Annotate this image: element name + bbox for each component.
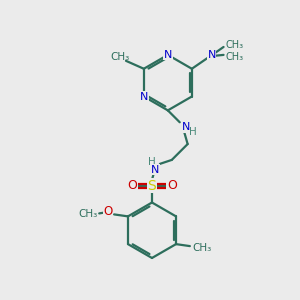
Text: N: N [182,122,190,132]
Text: O: O [103,205,113,218]
Text: N: N [164,50,172,60]
Text: CH₃: CH₃ [110,52,130,62]
Text: N: N [151,165,159,175]
Text: CH₃: CH₃ [192,243,212,253]
Text: N: N [140,92,148,101]
Text: CH₃: CH₃ [225,52,244,62]
Text: H: H [148,157,156,167]
Text: N: N [208,50,216,60]
Text: CH₃: CH₃ [79,209,98,219]
Text: S: S [148,179,156,193]
Text: O: O [127,179,137,192]
Text: O: O [167,179,177,192]
Text: CH₃: CH₃ [225,40,244,50]
Text: H: H [189,127,196,137]
